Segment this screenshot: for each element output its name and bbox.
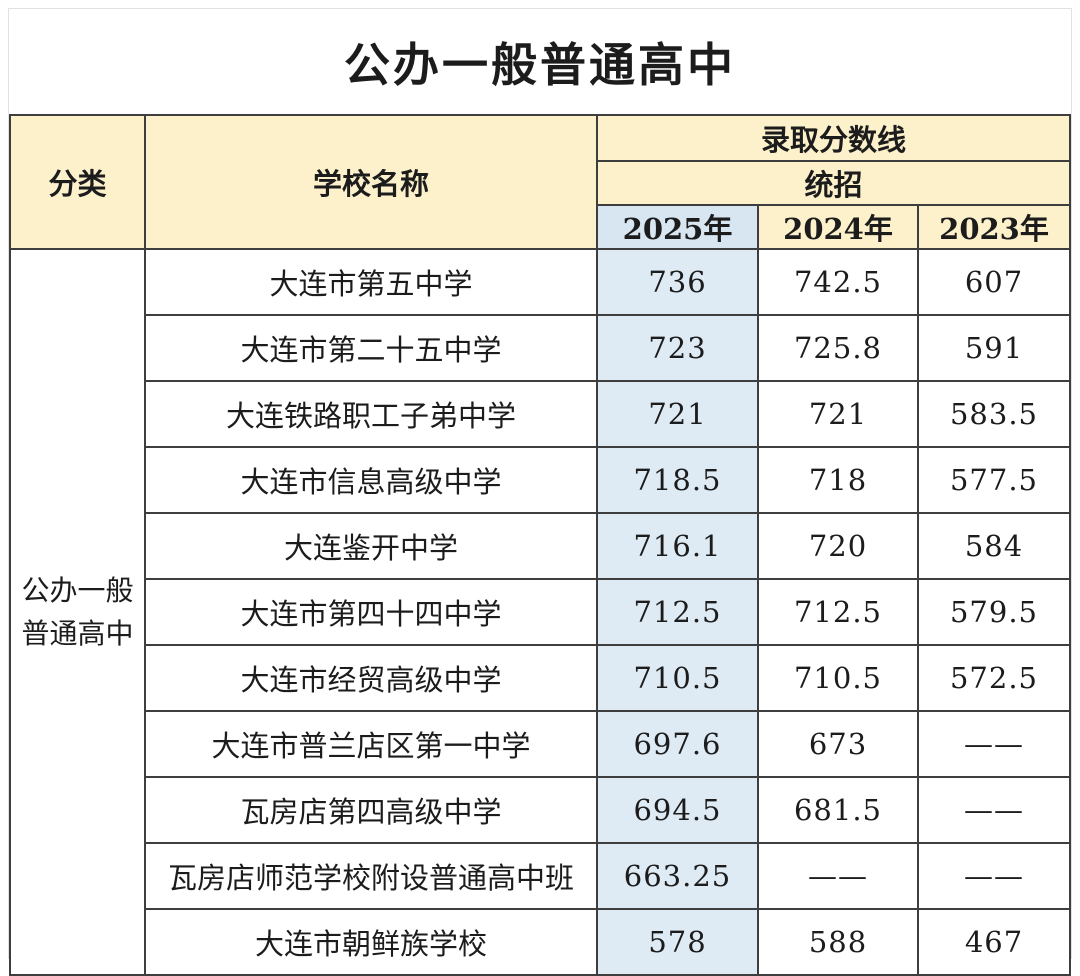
school-name: 瓦房店师范学校附设普通高中班: [144, 842, 598, 910]
score-2025: 736: [596, 248, 759, 316]
header-row-score-line: 分类 学校名称 录取分数线: [9, 114, 1071, 250]
score-2023: 572.5: [917, 644, 1071, 712]
header-year-2024: 2024年: [757, 204, 919, 250]
school-name: 大连市第二十五中学: [144, 314, 598, 382]
score-2025: 712.5: [596, 578, 759, 646]
school-name: 大连市第四十四中学: [144, 578, 598, 646]
score-2025: 710.5: [596, 644, 759, 712]
score-2024: 742.5: [757, 248, 919, 316]
table-row: 瓦房店第四高级中学 694.5 681.5 ——: [10, 776, 1071, 844]
score-2025: 694.5: [596, 776, 759, 844]
score-2025: 663.25: [596, 842, 759, 910]
score-2024: ——: [757, 842, 919, 910]
score-2025: 716.1: [596, 512, 759, 580]
score-2023: 583.5: [917, 380, 1071, 448]
table-row: 大连市普兰店区第一中学 697.6 673 ——: [10, 710, 1071, 778]
score-2025: 721: [596, 380, 759, 448]
school-name: 瓦房店第四高级中学: [144, 776, 598, 844]
school-name: 大连市普兰店区第一中学: [144, 710, 598, 778]
score-2024: 720: [757, 512, 919, 580]
score-2023: ——: [917, 710, 1071, 778]
school-name: 大连鉴开中学: [144, 512, 598, 580]
score-2024: 718: [757, 446, 919, 514]
score-2024: 712.5: [757, 578, 919, 646]
score-2024: 710.5: [757, 644, 919, 712]
table-row: 大连铁路职工子弟中学 721 721 583.5: [10, 380, 1071, 448]
header-year-2023: 2023年: [917, 204, 1071, 250]
score-2024: 721: [757, 380, 919, 448]
table-row: 大连鉴开中学 716.1 720 584: [10, 512, 1071, 580]
header-year-2025: 2025年: [596, 204, 759, 250]
score-2023: 591: [917, 314, 1071, 382]
table-row: 大连市信息高级中学 718.5 718 577.5: [10, 446, 1071, 514]
score-2023: ——: [917, 842, 1071, 910]
school-name: 大连市第五中学: [144, 248, 598, 316]
table-row: 大连市第二十五中学 723 725.8 591: [10, 314, 1071, 382]
score-2025: 718.5: [596, 446, 759, 514]
school-name: 大连市朝鲜族学校: [144, 908, 598, 976]
score-2024: 681.5: [757, 776, 919, 844]
header-row-admission-type: 统招: [10, 160, 1071, 206]
score-2025: 578: [596, 908, 759, 976]
header-score-line: 录取分数线: [596, 114, 1071, 162]
score-2023: 584: [917, 512, 1071, 580]
header-row-years: 2025年 2024年 2023年: [10, 204, 1071, 250]
score-2025: 697.6: [596, 710, 759, 778]
score-sheet: 公办一般普通高中 分类 学校名称 录取分数线 统招 2025年 2024年 20…: [8, 8, 1072, 976]
title-block: 公办一般普通高中: [9, 9, 1071, 114]
table-row: 大连市经贸高级中学 710.5 710.5 572.5: [10, 644, 1071, 712]
score-2024: 725.8: [757, 314, 919, 382]
score-table: 分类 学校名称 录取分数线 统招 2025年 2024年 2023年 公办一般普…: [9, 114, 1071, 976]
table-row: 大连市第四十四中学 712.5 712.5 579.5: [10, 578, 1071, 646]
score-2023: ——: [917, 776, 1071, 844]
score-2025: 723: [596, 314, 759, 382]
school-name: 大连铁路职工子弟中学: [144, 380, 598, 448]
table-row: 大连市朝鲜族学校 578 588 467: [10, 908, 1071, 976]
page-title: 公办一般普通高中: [344, 37, 736, 92]
school-name: 大连市经贸高级中学: [144, 644, 598, 712]
category-cell: 公办一般普通高中: [9, 248, 146, 976]
score-2023: 607: [917, 248, 1071, 316]
school-name: 大连市信息高级中学: [144, 446, 598, 514]
header-category: 分类: [9, 114, 146, 250]
table-row: 瓦房店师范学校附设普通高中班 663.25 —— ——: [10, 842, 1071, 910]
score-2023: 579.5: [917, 578, 1071, 646]
score-2024: 673: [757, 710, 919, 778]
header-school-name: 学校名称: [144, 114, 598, 250]
score-2023: 467: [917, 908, 1071, 976]
score-2023: 577.5: [917, 446, 1071, 514]
header-admission-type: 统招: [596, 160, 1071, 206]
score-2024: 588: [757, 908, 919, 976]
table-row: 公办一般普通高中 大连市第五中学 736 742.5 607: [9, 248, 1071, 976]
